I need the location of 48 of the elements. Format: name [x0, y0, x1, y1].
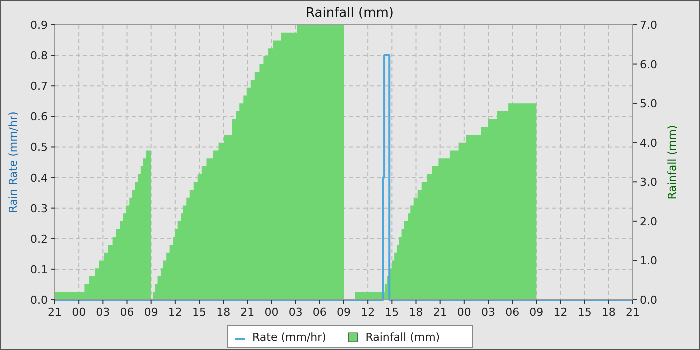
- x-tick-label: 15: [578, 306, 592, 319]
- x-tick-label: 21: [48, 306, 62, 319]
- x-tick-label: 06: [506, 306, 520, 319]
- x-tick-label: 03: [288, 306, 303, 319]
- y2-tick-label: 7.0: [640, 19, 658, 32]
- x-tick-label: 03: [482, 306, 496, 319]
- x-tick-label: 09: [144, 306, 158, 319]
- x-tick-label: 12: [554, 306, 568, 319]
- y-axis-title: Rain Rate (mm/hr): [7, 112, 20, 214]
- y-tick-label: 0.4: [30, 172, 48, 185]
- x-tick-label: 21: [433, 306, 448, 319]
- x-tick-label: 09: [337, 306, 351, 319]
- x-tick-label: 12: [168, 306, 182, 319]
- y2-tick-label: 5.0: [640, 98, 658, 111]
- y2-tick-label: 4.0: [640, 136, 658, 150]
- y2-tick-label: 6.0: [640, 58, 658, 72]
- y-tick-label: 0.0: [30, 294, 48, 307]
- x-tick-label: 21: [626, 306, 640, 319]
- x-tick-label: 09: [530, 306, 544, 319]
- x-tick-label: 03: [96, 306, 110, 319]
- legend-label: Rate (mm/hr): [252, 331, 326, 344]
- x-tick-label: 18: [409, 306, 424, 319]
- y-tick-label: 0.1: [30, 263, 48, 276]
- y2-tick-label: 3.0: [640, 176, 658, 190]
- x-tick-label: 18: [216, 306, 231, 319]
- x-tick-label: 21: [240, 306, 255, 319]
- x-tick-label: 15: [192, 306, 206, 319]
- x-tick-label: 00: [264, 306, 279, 319]
- y-tick-label: 0.5: [30, 141, 48, 154]
- y2-axis-title: Rainfall (mm): [666, 125, 679, 200]
- x-tick-label: 06: [120, 306, 134, 319]
- x-tick-label: 00: [457, 306, 472, 319]
- x-tick-label: 06: [312, 306, 327, 319]
- y2-tick-label: 0.0: [640, 294, 658, 307]
- y2-tick-label: 2.0: [640, 215, 658, 228]
- y-tick-label: 0.2: [30, 232, 48, 246]
- legend-label: Rainfall (mm): [366, 331, 440, 344]
- x-tick-label: 18: [602, 306, 616, 319]
- y2-tick-label: 1.0: [640, 254, 658, 268]
- y-tick-label: 0.8: [30, 50, 48, 63]
- y-tick-label: 0.6: [30, 110, 48, 124]
- y-tick-label: 0.9: [30, 19, 48, 32]
- x-tick-label: 00: [72, 306, 86, 319]
- chart-title: Rainfall (mm): [306, 6, 394, 21]
- y-tick-label: 0.7: [30, 80, 48, 94]
- y-tick-label: 0.3: [30, 202, 48, 216]
- x-tick-label: 15: [385, 306, 400, 319]
- x-tick-label: 12: [361, 306, 376, 319]
